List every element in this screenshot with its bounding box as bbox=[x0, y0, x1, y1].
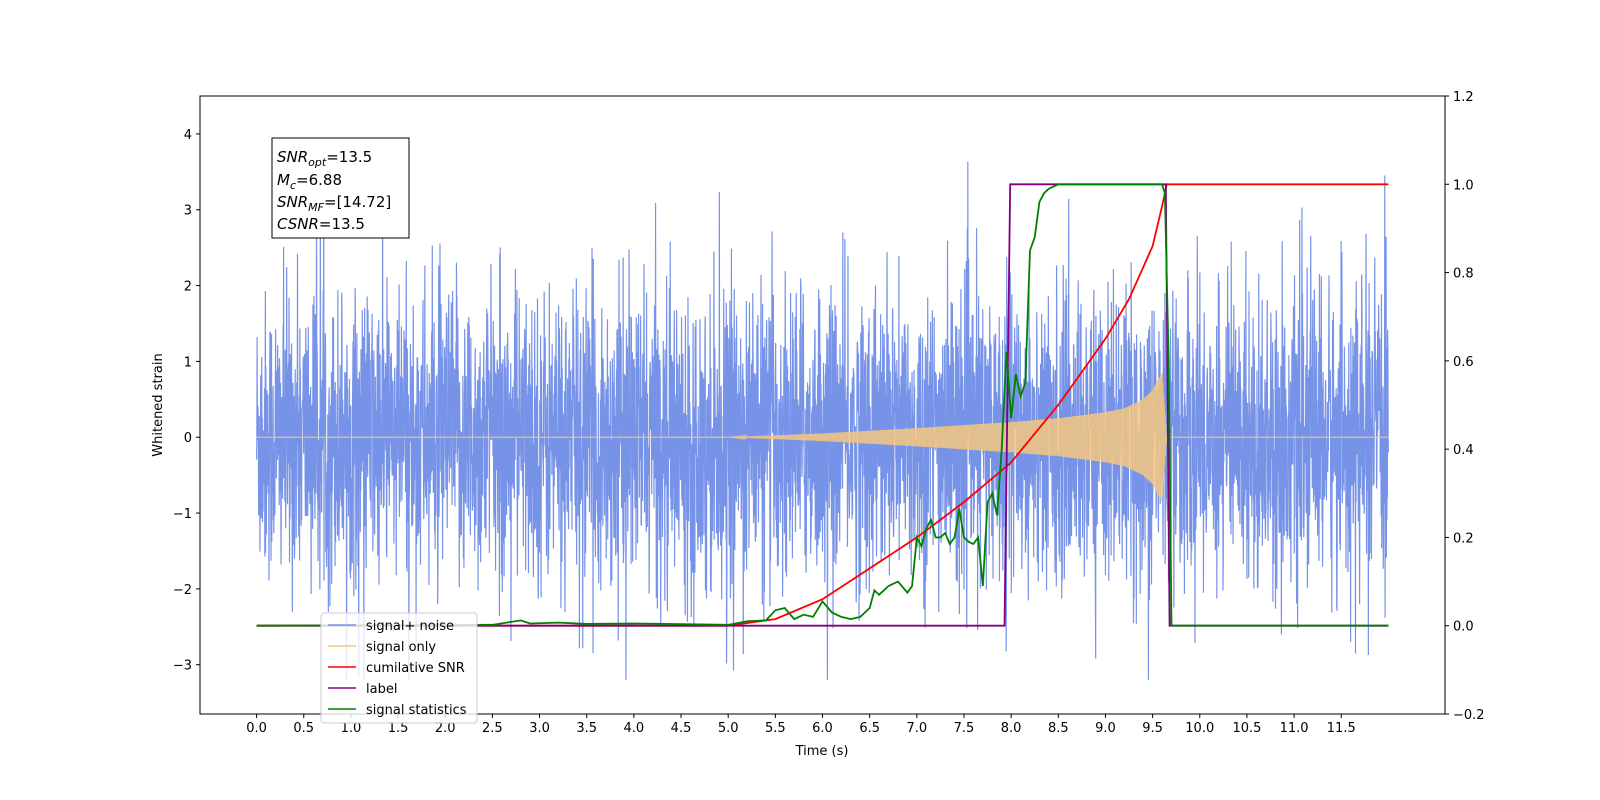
legend-item-signal-noise: signal+ noise bbox=[328, 619, 454, 634]
x-tick-label: 6.0 bbox=[812, 721, 833, 736]
x-tick-label: 7.0 bbox=[906, 721, 927, 736]
svg-text:label: label bbox=[366, 682, 397, 697]
snr-mf-text: SNRMF=[14.72] bbox=[277, 193, 391, 214]
mc-text: Mc=6.88 bbox=[277, 171, 342, 192]
y-left-tick-label: 2 bbox=[184, 280, 192, 295]
legend-item-cumulative-snr: cumilative SNR bbox=[328, 661, 465, 676]
x-tick-label: 4.0 bbox=[624, 721, 645, 736]
x-tick-label: 9.5 bbox=[1142, 721, 1163, 736]
x-tick-label: 3.5 bbox=[576, 721, 597, 736]
x-tick-label: 11.0 bbox=[1280, 721, 1309, 736]
x-tick-label: 5.5 bbox=[765, 721, 786, 736]
legend: signal+ noise signal only cumilative SNR… bbox=[320, 612, 478, 724]
snr-opt-text: SNRopt=13.5 bbox=[277, 148, 372, 169]
y-left-tick-label: −3 bbox=[173, 659, 192, 674]
y-right-tick-label: 0.0 bbox=[1453, 620, 1474, 635]
legend-item-label: label bbox=[328, 682, 397, 697]
svg-text:signal statistics: signal statistics bbox=[366, 703, 467, 718]
series-signal-only bbox=[256, 372, 1389, 501]
y-left-tick-label: −2 bbox=[173, 583, 192, 598]
y-left-tick-label: 0 bbox=[184, 431, 192, 446]
x-tick-label: 0.0 bbox=[246, 721, 267, 736]
legend-item-signal-statistics: signal statistics bbox=[328, 703, 467, 718]
x-tick-label: 8.0 bbox=[1001, 721, 1022, 736]
x-tick-label: 1.0 bbox=[341, 721, 362, 736]
x-tick-label: 3.0 bbox=[529, 721, 550, 736]
y-left-tick-label: 4 bbox=[184, 128, 192, 143]
x-tick-label: 4.5 bbox=[671, 721, 692, 736]
y-axis-label: Whitened strain bbox=[151, 353, 166, 456]
x-tick-label: 2.0 bbox=[435, 721, 456, 736]
x-axis-label: Time (s) bbox=[795, 744, 849, 759]
y-left-tick-label: 3 bbox=[184, 204, 192, 219]
svg-text:signal only: signal only bbox=[366, 640, 436, 655]
x-tick-label: 1.5 bbox=[388, 721, 409, 736]
x-tick-label: 5.0 bbox=[718, 721, 739, 736]
x-tick-label: 7.5 bbox=[954, 721, 975, 736]
y-right-tick-label: 1.0 bbox=[1453, 178, 1474, 193]
svg-text:signal+ noise: signal+ noise bbox=[366, 619, 454, 634]
legend-item-signal-only: signal only bbox=[328, 640, 436, 655]
y-left-tick-label: −1 bbox=[173, 507, 192, 522]
series-signal-statistics bbox=[256, 183, 1389, 627]
series-signal-noise bbox=[255, 161, 1390, 680]
svg-text:cumilative SNR: cumilative SNR bbox=[366, 661, 465, 676]
y-right-tick-label: 0.8 bbox=[1453, 267, 1474, 282]
y-right-tick-label: −0.2 bbox=[1453, 708, 1485, 723]
x-tick-label: 10.0 bbox=[1185, 721, 1214, 736]
x-tick-label: 2.5 bbox=[482, 721, 503, 736]
y-right-tick-label: 0.4 bbox=[1453, 443, 1474, 458]
series-cumulative-snr bbox=[256, 183, 1389, 627]
csnr-text: CSNR=13.5 bbox=[277, 215, 365, 233]
x-tick-label: 11.5 bbox=[1327, 721, 1356, 736]
annotation-box: SNRopt=13.5 Mc=6.88 SNRMF=[14.72] CSNR=1… bbox=[271, 137, 410, 239]
y-right-tick-label: 0.6 bbox=[1453, 355, 1474, 370]
x-tick-label: 8.5 bbox=[1048, 721, 1069, 736]
y-left-tick-label: 1 bbox=[184, 355, 192, 370]
x-tick-label: 0.5 bbox=[293, 721, 314, 736]
y-right-tick-label: 0.2 bbox=[1453, 531, 1474, 546]
x-tick-label: 9.0 bbox=[1095, 721, 1116, 736]
y-right-tick-label: 1.2 bbox=[1453, 90, 1474, 105]
x-tick-label: 6.5 bbox=[859, 721, 880, 736]
x-tick-label: 10.5 bbox=[1232, 721, 1261, 736]
